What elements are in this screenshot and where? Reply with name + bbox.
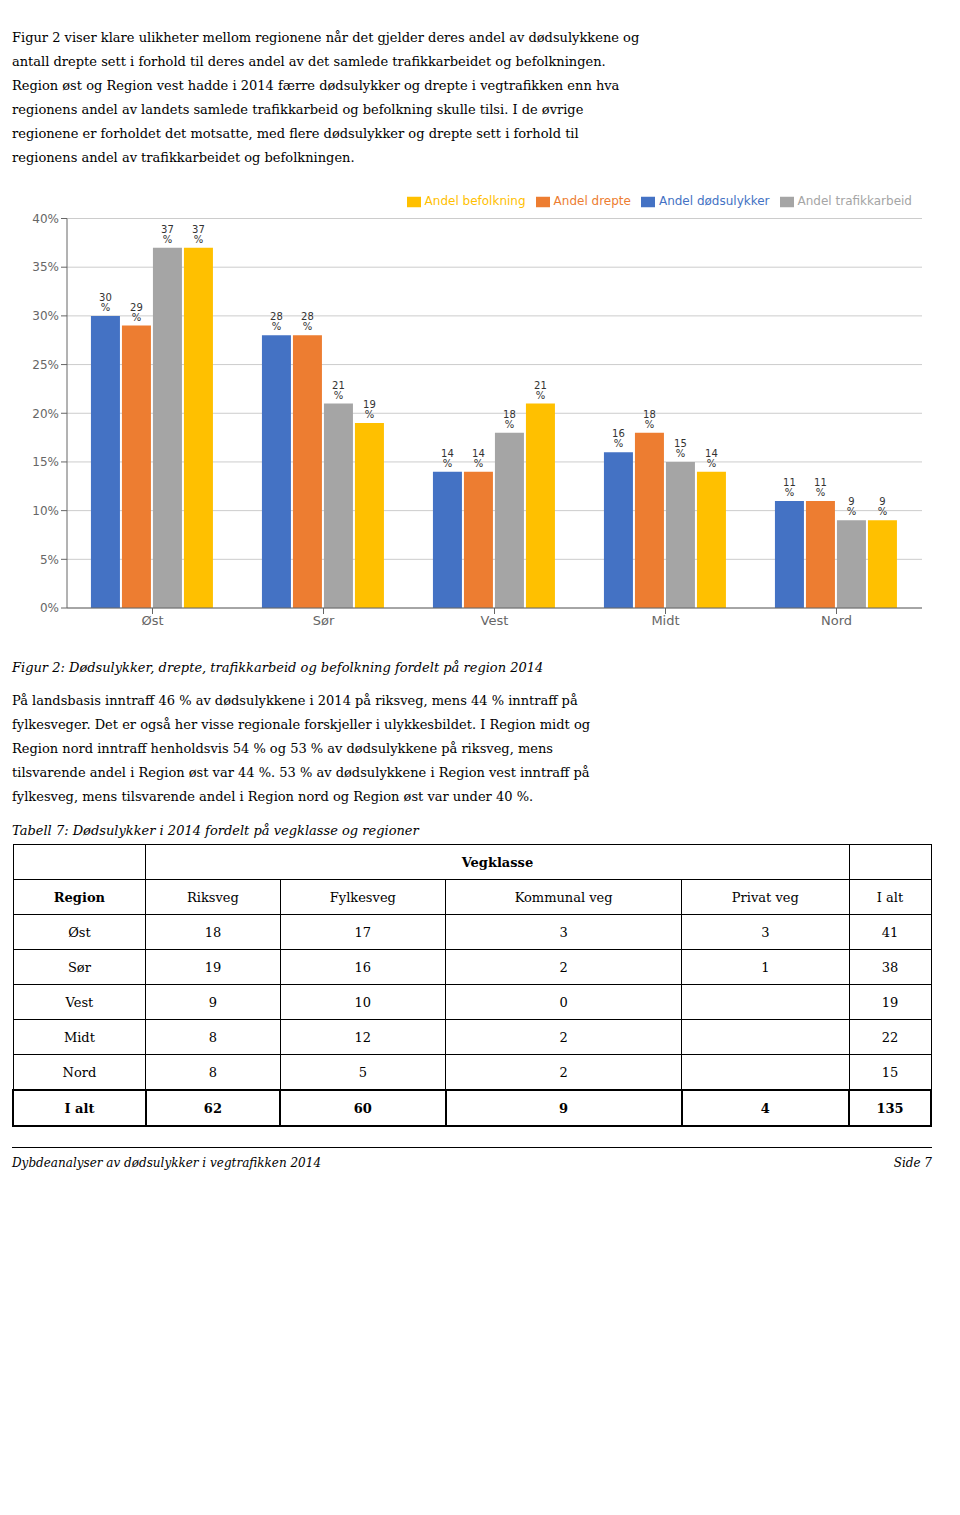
- html-text:60: 60: [353, 1100, 372, 1116]
- html-text:antall drepte sett i forhold t: antall drepte sett i forhold til deres a…: [12, 54, 606, 69]
- svg-text:28%: 28%: [301, 311, 314, 332]
- html-text:Øst: Øst: [68, 924, 91, 940]
- html-text:På landsbasis inntraff 46 % av: På landsbasis inntraff 46 % av dødsulykk…: [12, 693, 578, 708]
- html-text:17: 17: [354, 924, 372, 940]
- svg-text:21%: 21%: [534, 380, 547, 401]
- html-text:Privat veg: Privat veg: [731, 889, 799, 905]
- html-text:Vest: Vest: [65, 994, 94, 1010]
- svg-text:37%: 37%: [192, 224, 205, 245]
- html-text:regionens andel av trafikkarbe: regionens andel av trafikkarbeidet og be…: [12, 150, 355, 165]
- svg-text:15%: 15%: [674, 438, 687, 459]
- html-text:12: 12: [354, 1029, 372, 1045]
- html-text:19: 19: [881, 994, 899, 1010]
- svg-text:5%: 5%: [40, 553, 59, 567]
- html-text:Region øst og Region vest hadd: Region øst og Region vest hadde i 2014 f…: [12, 78, 620, 93]
- html-text:Region nord inntraff henholdsv: Region nord inntraff henholdsvis 54 % og…: [12, 741, 553, 756]
- html-text:regionene er forholdet det mot: regionene er forholdet det motsatte, med…: [12, 126, 579, 141]
- html-text:Kommunal veg: Kommunal veg: [514, 889, 613, 905]
- html-text:22: 22: [881, 1029, 899, 1045]
- svg-text:14%: 14%: [472, 448, 485, 469]
- html-text:4: 4: [760, 1100, 770, 1116]
- svg-text:35%: 35%: [32, 260, 59, 274]
- html-text:16: 16: [354, 959, 372, 975]
- svg-text:19%: 19%: [363, 399, 376, 420]
- svg-text:11%: 11%: [783, 477, 796, 498]
- svg-text:Øst: Øst: [141, 613, 163, 628]
- svg-text:15%: 15%: [32, 455, 59, 469]
- svg-text:9%: 9%: [847, 496, 857, 517]
- svg-text:14%: 14%: [441, 448, 454, 469]
- svg-text:Sør: Sør: [313, 613, 335, 628]
- svg-text:14%: 14%: [705, 448, 718, 469]
- html-text:I alt: I alt: [876, 889, 904, 905]
- svg-text:Vest: Vest: [481, 613, 509, 628]
- html-text:9: 9: [208, 994, 217, 1010]
- html-text:Andel dødsulykker: Andel dødsulykker: [658, 194, 770, 208]
- svg-text:25%: 25%: [32, 358, 59, 372]
- svg-text:21%: 21%: [332, 380, 345, 401]
- html-text:Andel drepte: Andel drepte: [553, 194, 631, 208]
- svg-text:29%: 29%: [130, 302, 143, 323]
- svg-text:0%: 0%: [40, 601, 59, 615]
- html-text:Riksveg: Riksveg: [187, 889, 239, 905]
- html-text:Andel befolkning: Andel befolkning: [424, 194, 526, 208]
- svg-text:40%: 40%: [32, 212, 59, 226]
- html-text:Figur 2 viser klare ulikheter: Figur 2 viser klare ulikheter mellom reg…: [12, 30, 640, 45]
- html-text:I alt: I alt: [64, 1100, 95, 1116]
- svg-text:11%: 11%: [814, 477, 827, 498]
- html-text:38: 38: [881, 959, 899, 975]
- svg-text:10%: 10%: [32, 504, 59, 518]
- html-text:62: 62: [203, 1100, 222, 1116]
- html-text:8: 8: [208, 1029, 217, 1045]
- html-text:2: 2: [559, 1029, 568, 1045]
- html-text:1: 1: [761, 959, 770, 975]
- html-text:Nord: Nord: [62, 1064, 97, 1080]
- svg-text:16%: 16%: [612, 428, 625, 449]
- html-text:Tabell 7: Dødsulykker i 2014 f: Tabell 7: Dødsulykker i 2014 fordelt på …: [12, 823, 419, 838]
- html-text:regionens andel av landets sam: regionens andel av landets samlede trafi…: [12, 102, 584, 117]
- svg-text:18%: 18%: [503, 409, 516, 430]
- html-text:Andel trafikkarbeid: Andel trafikkarbeid: [797, 194, 912, 208]
- svg-text:30%: 30%: [32, 309, 59, 323]
- html-text:Sør: Sør: [67, 959, 91, 975]
- html-text:18: 18: [204, 924, 222, 940]
- html-text:10: 10: [354, 994, 372, 1010]
- html-text:5: 5: [358, 1064, 367, 1080]
- html-text:Fylkesveg: Fylkesveg: [329, 889, 396, 905]
- html-text:Side 7: Side 7: [893, 1156, 932, 1170]
- html-text:0: 0: [559, 994, 568, 1010]
- svg-text:28%: 28%: [270, 311, 283, 332]
- html-text:15: 15: [881, 1064, 899, 1080]
- html-text:41: 41: [881, 924, 899, 940]
- html-text:8: 8: [208, 1064, 217, 1080]
- html-text:Dybdeanalyser av dødsulykker i: Dybdeanalyser av dødsulykker i vegtrafik…: [12, 1156, 321, 1170]
- html-text:Region: Region: [53, 889, 105, 905]
- html-text:Midt: Midt: [63, 1029, 95, 1045]
- html-text:fylkesveg, mens tilsvarende an: fylkesveg, mens tilsvarende andel i Regi…: [12, 789, 534, 804]
- svg-text:37%: 37%: [161, 224, 174, 245]
- html-text:2: 2: [559, 1064, 568, 1080]
- svg-text:9%: 9%: [878, 496, 888, 517]
- html-text:3: 3: [559, 924, 568, 940]
- html-text:135: 135: [876, 1100, 904, 1116]
- html-text:9: 9: [559, 1100, 569, 1116]
- html-text:Figur 2: Dødsulykker, drepte,: Figur 2: Dødsulykker, drepte, trafikkarb…: [12, 660, 544, 675]
- html-text:2: 2: [559, 959, 568, 975]
- svg-text:30%: 30%: [99, 292, 112, 313]
- svg-text:18%: 18%: [643, 409, 656, 430]
- svg-text:Midt: Midt: [651, 613, 679, 628]
- svg-text:Nord: Nord: [821, 613, 852, 628]
- svg-text:20%: 20%: [32, 407, 59, 421]
- html-text:19: 19: [204, 959, 222, 975]
- html-text:Vegklasse: Vegklasse: [461, 854, 534, 870]
- html-text:tilsvarende andel i Region øst: tilsvarende andel i Region øst var 44 %.…: [12, 765, 590, 780]
- html-text:3: 3: [761, 924, 770, 940]
- html-text:fylkesveger. Det er også her v: fylkesveger. Det er også her visse regio…: [12, 717, 591, 732]
